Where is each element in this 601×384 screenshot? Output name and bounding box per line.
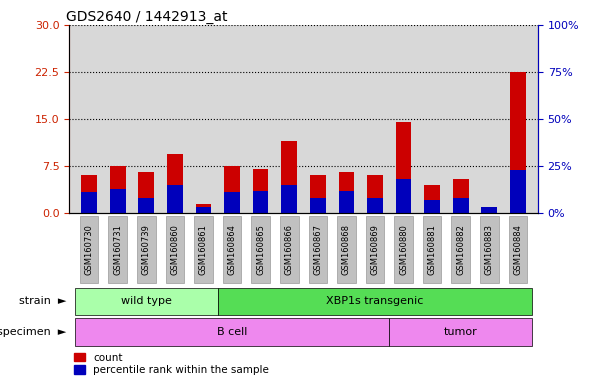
Bar xyxy=(81,192,97,213)
Bar xyxy=(367,198,383,213)
FancyBboxPatch shape xyxy=(223,216,242,283)
Bar xyxy=(138,198,154,213)
Text: strain  ►: strain ► xyxy=(19,296,66,306)
FancyBboxPatch shape xyxy=(166,216,184,283)
Text: wild type: wild type xyxy=(121,296,172,306)
FancyBboxPatch shape xyxy=(423,216,441,283)
Text: GSM160884: GSM160884 xyxy=(513,224,522,275)
FancyBboxPatch shape xyxy=(251,216,270,283)
Bar xyxy=(367,175,383,213)
Bar xyxy=(167,185,183,213)
Bar xyxy=(253,190,269,213)
Text: XBP1s transgenic: XBP1s transgenic xyxy=(326,296,424,306)
Bar xyxy=(481,207,497,213)
Bar xyxy=(510,72,526,213)
Bar xyxy=(224,166,240,213)
Bar xyxy=(195,207,212,213)
Text: GSM160866: GSM160866 xyxy=(285,224,294,275)
FancyBboxPatch shape xyxy=(337,216,356,283)
Bar xyxy=(224,192,240,213)
Bar xyxy=(395,179,412,213)
Text: GSM160864: GSM160864 xyxy=(228,224,237,275)
Bar xyxy=(281,141,297,213)
Text: GDS2640 / 1442913_at: GDS2640 / 1442913_at xyxy=(66,10,227,24)
Text: tumor: tumor xyxy=(444,327,478,337)
Bar xyxy=(110,166,126,213)
Bar xyxy=(110,189,126,213)
FancyBboxPatch shape xyxy=(108,216,127,283)
Text: GSM160865: GSM160865 xyxy=(256,224,265,275)
FancyBboxPatch shape xyxy=(508,216,527,283)
Bar xyxy=(253,169,269,213)
Bar xyxy=(424,200,440,213)
Bar xyxy=(338,190,354,213)
Bar xyxy=(167,154,183,213)
FancyBboxPatch shape xyxy=(75,318,389,346)
FancyBboxPatch shape xyxy=(365,216,384,283)
FancyBboxPatch shape xyxy=(308,216,327,283)
Text: GSM160739: GSM160739 xyxy=(142,224,151,275)
Text: specimen  ►: specimen ► xyxy=(0,327,66,337)
Bar xyxy=(310,198,326,213)
FancyBboxPatch shape xyxy=(137,216,156,283)
Bar xyxy=(453,198,469,213)
FancyBboxPatch shape xyxy=(80,216,99,283)
FancyBboxPatch shape xyxy=(451,216,470,283)
Bar xyxy=(424,185,440,213)
Text: GSM160860: GSM160860 xyxy=(170,224,179,275)
Text: B cell: B cell xyxy=(217,327,247,337)
Text: GSM160880: GSM160880 xyxy=(399,224,408,275)
FancyBboxPatch shape xyxy=(394,216,413,283)
FancyBboxPatch shape xyxy=(389,318,532,346)
Text: GSM160869: GSM160869 xyxy=(370,224,379,275)
Bar xyxy=(510,170,526,213)
FancyBboxPatch shape xyxy=(280,216,299,283)
Text: GSM160882: GSM160882 xyxy=(456,224,465,275)
Text: GSM160730: GSM160730 xyxy=(85,224,94,275)
Bar xyxy=(453,179,469,213)
FancyBboxPatch shape xyxy=(480,216,499,283)
Text: GSM160868: GSM160868 xyxy=(342,224,351,275)
FancyBboxPatch shape xyxy=(194,216,213,283)
Bar xyxy=(338,172,354,213)
FancyBboxPatch shape xyxy=(75,288,218,315)
Bar xyxy=(81,175,97,213)
Bar xyxy=(395,122,412,213)
Text: GSM160861: GSM160861 xyxy=(199,224,208,275)
Legend: count, percentile rank within the sample: count, percentile rank within the sample xyxy=(75,353,269,375)
Bar xyxy=(310,175,326,213)
Bar xyxy=(281,185,297,213)
Bar xyxy=(138,172,154,213)
Text: GSM160867: GSM160867 xyxy=(313,224,322,275)
Text: GSM160881: GSM160881 xyxy=(428,224,437,275)
Text: GSM160883: GSM160883 xyxy=(485,224,494,275)
Text: GSM160731: GSM160731 xyxy=(113,224,122,275)
FancyBboxPatch shape xyxy=(218,288,532,315)
Bar xyxy=(195,204,212,213)
Bar xyxy=(481,210,497,213)
